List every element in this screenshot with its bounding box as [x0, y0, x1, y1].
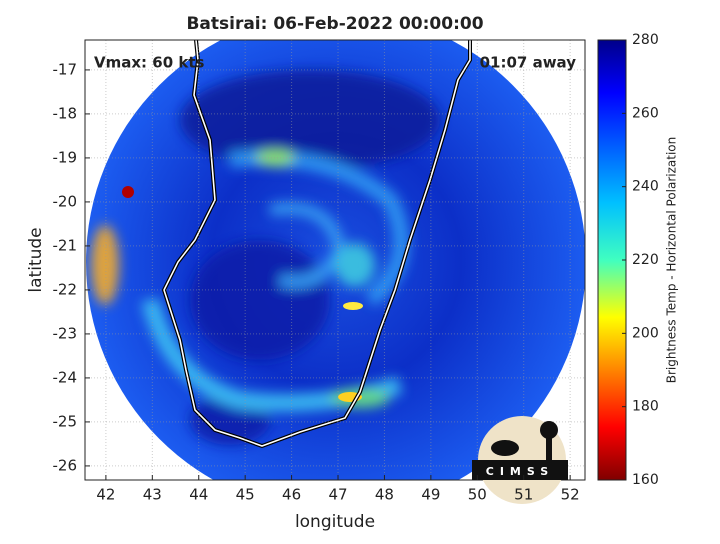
y-tick-label: -19 [53, 148, 78, 166]
x-tick-label: 44 [189, 486, 208, 504]
x-tick-label: 43 [143, 486, 162, 504]
y-tick-label: -23 [53, 324, 78, 342]
y-tick-label: -21 [53, 236, 78, 254]
y-tick-label: -25 [53, 412, 78, 430]
grid [85, 40, 585, 480]
x-tick-label: 47 [328, 486, 347, 504]
y-tick-label: -17 [53, 60, 78, 78]
plot-frame [84, 39, 586, 481]
y-axis-label: latitude [26, 227, 46, 292]
y-tick-label: -20 [53, 192, 78, 210]
x-tick-label: 49 [421, 486, 440, 504]
x-tick-label: 45 [236, 486, 255, 504]
x-tick-label: 50 [468, 486, 487, 504]
y-tick-label: -22 [53, 280, 78, 298]
colorbar-tick-label: 160 [632, 472, 659, 488]
colorbar-label: Brightness Temp - Horizontal Polarizatio… [665, 137, 679, 384]
x-tick-label: 46 [282, 486, 301, 504]
y-tick-label: -24 [53, 368, 78, 386]
y-tick-label: -26 [53, 456, 78, 474]
x-axis-label: longitude [295, 512, 375, 532]
colorbar-tick-label: 280 [632, 32, 659, 48]
colorbar-tick-label: 240 [632, 179, 659, 195]
x-tick-label: 42 [96, 486, 115, 504]
logo: CIMSS [472, 416, 568, 504]
annotation: 01:07 away [480, 54, 577, 72]
colorbar-tick-label: 180 [632, 399, 659, 415]
x-tick-label: 48 [375, 486, 394, 504]
colorbar-tick-label: 260 [632, 105, 659, 121]
map-title: Batsirai: 06-Feb-2022 00:00:00 [186, 14, 483, 34]
colorbar-tick-label: 200 [632, 325, 659, 341]
annotation: Vmax: 60 kts [94, 54, 204, 72]
coastline [163, 39, 471, 447]
colorbar-tick-label: 220 [632, 252, 659, 268]
logo-text: CIMSS [486, 465, 554, 478]
x-tick-label: 51 [514, 486, 533, 504]
colorbar [597, 39, 627, 481]
x-tick-label: 52 [561, 486, 580, 504]
y-tick-label: -18 [53, 104, 78, 122]
